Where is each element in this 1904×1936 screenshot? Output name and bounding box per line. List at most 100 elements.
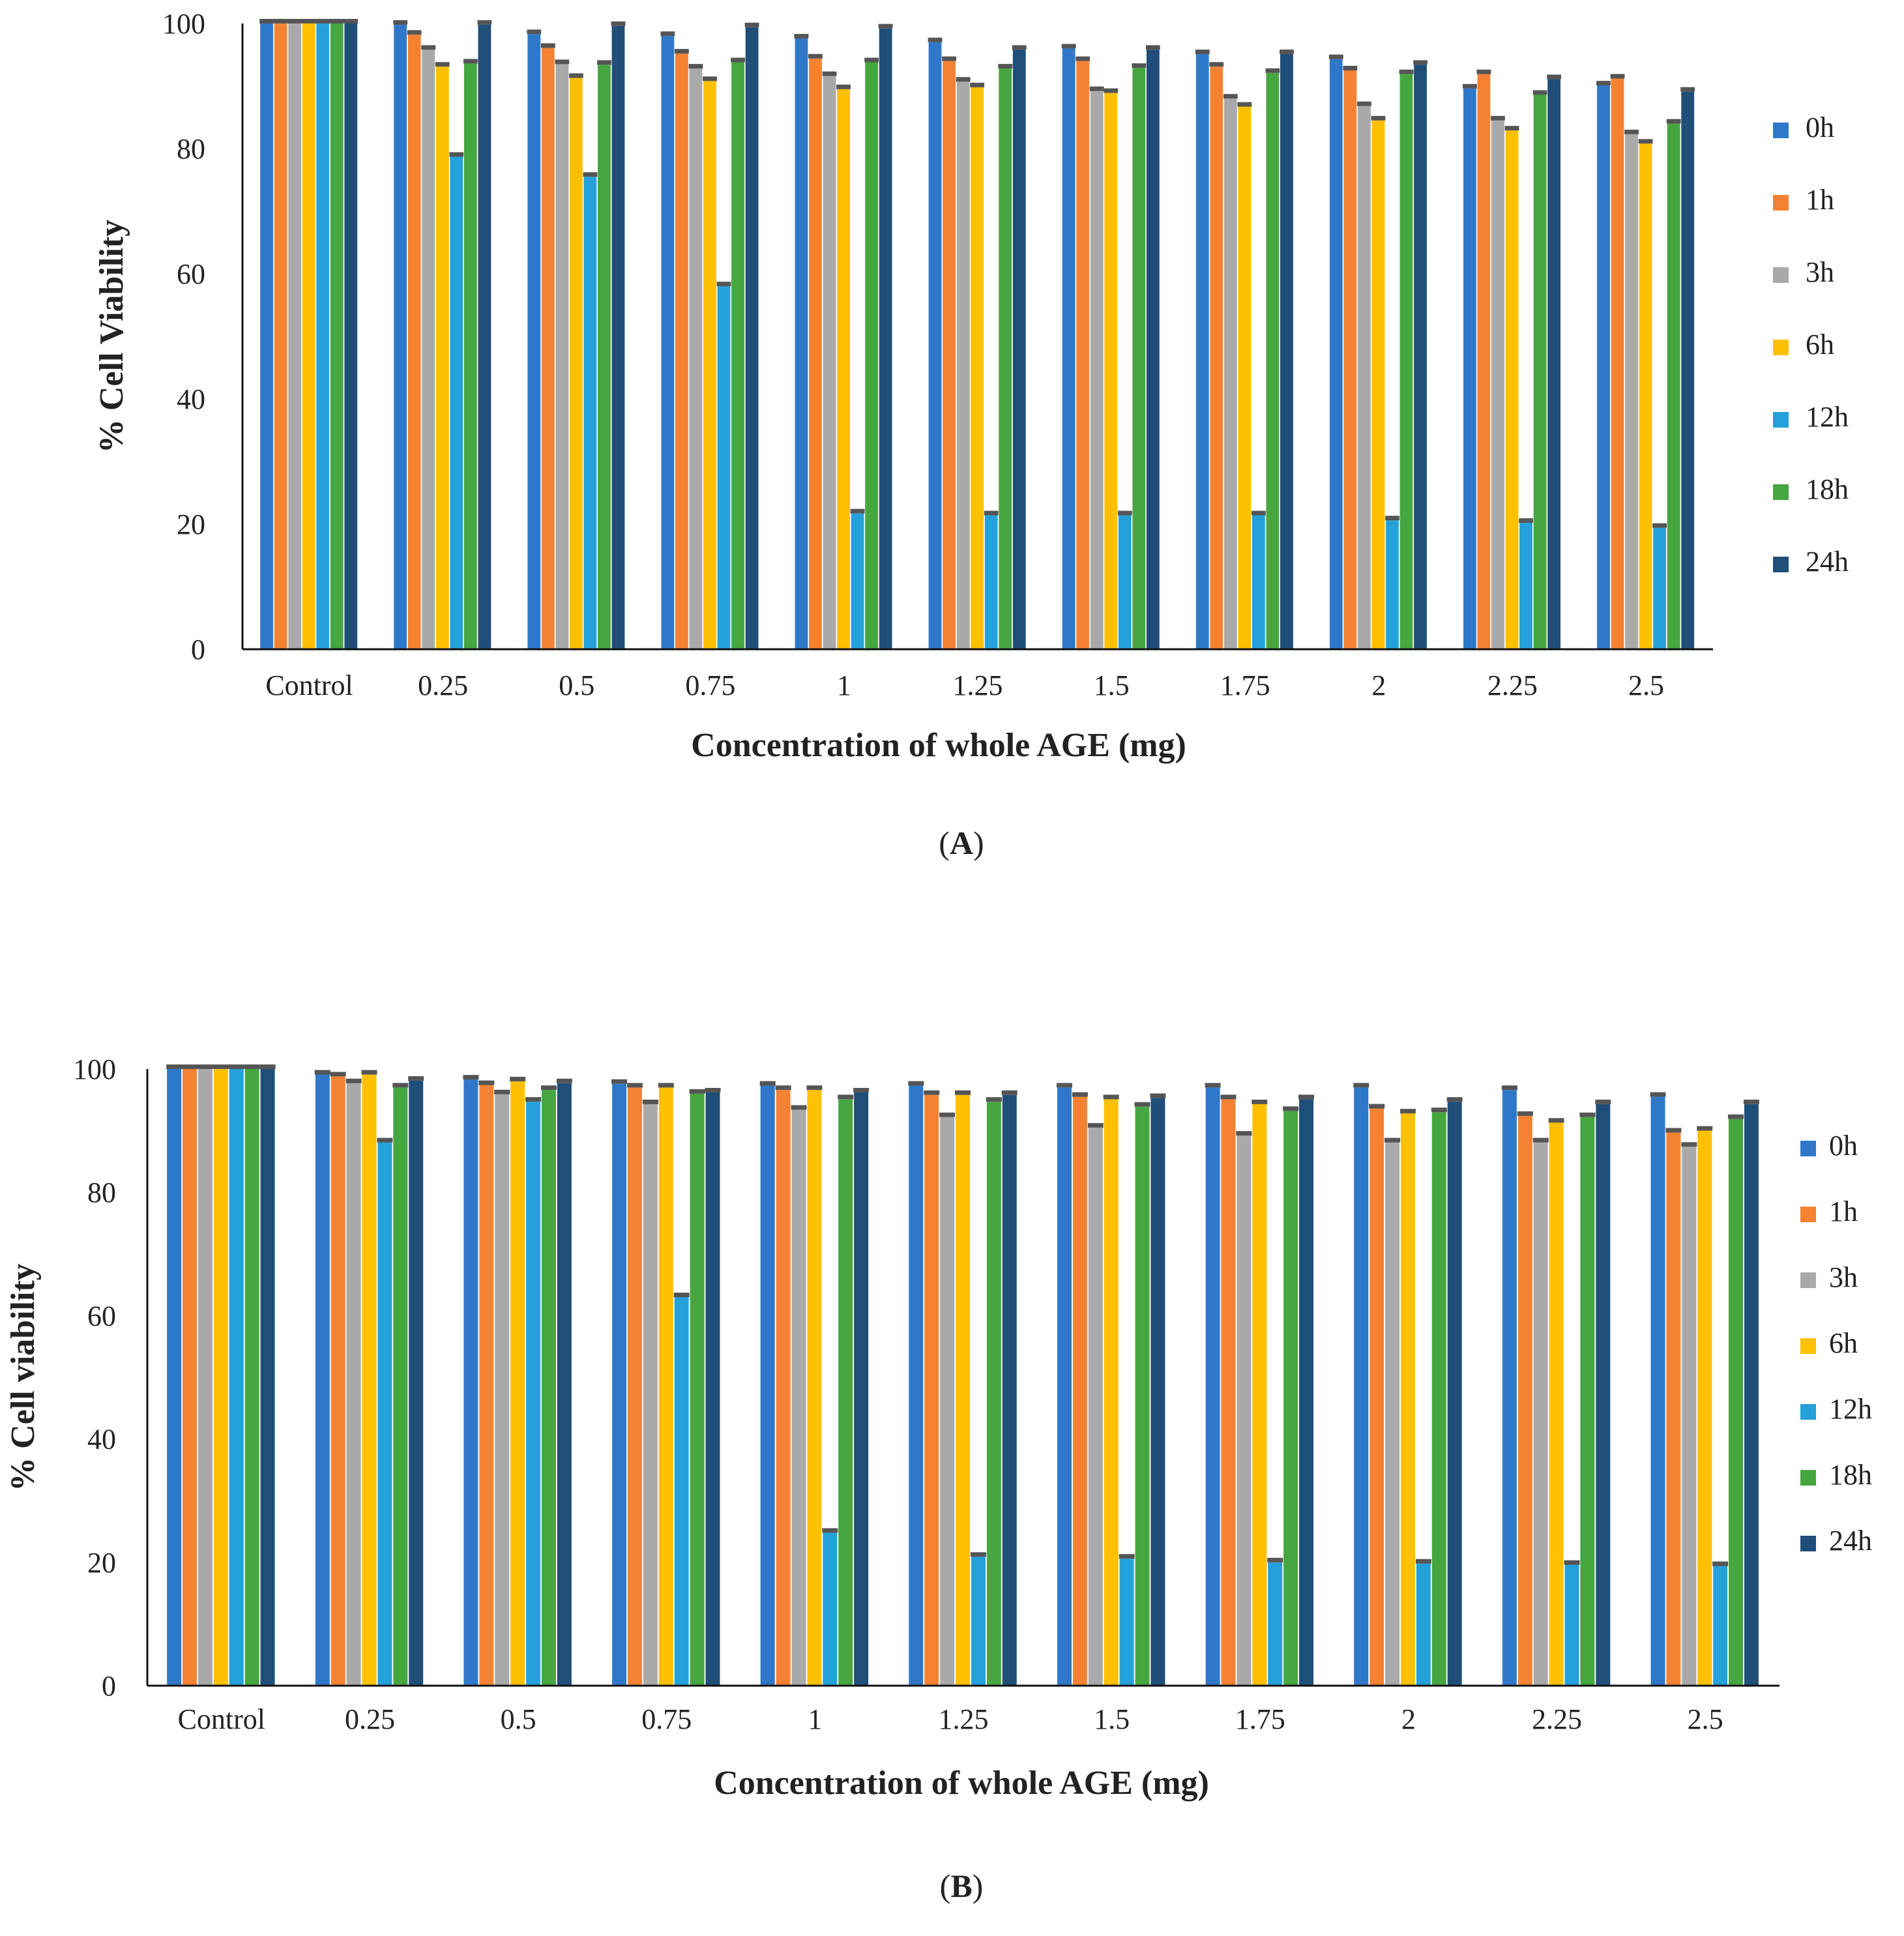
bar-18h-1 [838,1099,853,1686]
x-tick-label: 1.75 [1235,1703,1285,1735]
x-tick-label: 1 [837,669,851,701]
bar-1h-2.5 [1611,78,1624,650]
error-bar-cap [1517,1111,1533,1116]
error-bar-cap [1399,1109,1416,1114]
legend-swatch-18h [1800,1470,1816,1486]
error-bar-cap [361,1070,377,1075]
error-bar-cap [998,64,1013,69]
bar-3h-2.25 [1491,120,1504,650]
error-bar-cap [555,59,570,65]
bar-12h-0.75 [717,286,731,649]
bar-12h-1.25 [984,515,998,649]
bar-0h-1.5 [1057,1087,1072,1686]
error-bar-cap [1209,62,1224,67]
bar-24h-Control [344,23,358,649]
error-bar-cap [1446,1097,1463,1102]
error-bar-cap [1223,94,1238,99]
bar-3h-1.75 [1223,98,1237,649]
bar-12h-Control [229,1069,244,1686]
error-bar-cap [345,1078,362,1083]
bar-1h-2.5 [1666,1132,1681,1686]
bar-0h-1 [795,38,808,650]
error-bar-cap [1061,44,1076,49]
legend-swatch-6h [1773,340,1789,355]
error-bar-cap [1236,1131,1252,1136]
bar-3h-Control [288,23,302,649]
x-tick-label: 1.5 [1094,669,1130,701]
x-tick-label: 0.75 [685,669,735,701]
bar-1h-1 [776,1090,791,1686]
bar-6h-2 [1400,1113,1415,1686]
bar-3h-1.25 [940,1117,955,1686]
bar-18h-1.25 [999,68,1012,650]
error-bar-cap [259,19,274,23]
bar-24h-1.5 [1146,50,1160,649]
bar-6h-1.75 [1238,106,1252,649]
bar-12h-2.25 [1564,1564,1579,1686]
bar-6h-Control [302,23,315,649]
error-bar-cap [1665,1128,1682,1133]
error-bar-cap [791,1105,807,1110]
error-bar-cap [377,1137,393,1143]
bar-12h-1 [823,1533,838,1686]
bar-1h-1.25 [943,61,956,650]
legend-swatch-24h [1773,557,1789,572]
x-tick-label: 1.5 [1094,1703,1130,1735]
error-bar-cap [449,152,464,157]
x-tick-label: 0.5 [501,1703,536,1735]
bar-6h-0.5 [569,78,583,649]
error-bar-cap [716,282,731,287]
error-bar-cap [1134,1102,1150,1107]
x-tick-label: Control [178,1703,265,1735]
bar-0h-0.75 [612,1083,627,1686]
error-bar-cap [392,1083,409,1088]
error-bar-cap [794,34,809,39]
bar-1h-2 [1369,1108,1384,1686]
error-bar-cap [527,29,542,35]
error-bar-cap [1476,69,1491,74]
x-axis-title: Concentration of whole AGE (mg) [691,727,1186,764]
error-bar-cap [273,19,288,23]
error-bar-cap [1504,126,1519,131]
error-bar-cap [775,1085,791,1091]
bar-12h-2 [1386,520,1399,649]
bar-6h-1.25 [971,87,984,650]
x-tick-label: 1 [808,1703,822,1735]
x-tick-label: 2.5 [1688,1703,1723,1735]
y-tick-label: 80 [177,133,205,165]
bar-3h-2.5 [1682,1147,1697,1686]
error-bar-cap [1356,101,1371,106]
legend-label-24h: 24h [1806,546,1849,578]
error-bar-cap [407,30,422,35]
bar-1h-1.75 [1210,66,1223,650]
error-bar-cap [1532,1137,1549,1143]
error-bar-cap [1548,1118,1564,1123]
error-bar-cap [1431,1107,1447,1113]
bar-1h-0.5 [541,48,555,649]
error-bar-cap [956,77,971,82]
bar-3h-1.5 [1090,91,1104,649]
x-tick-label: 2 [1401,1703,1416,1735]
error-bar-cap [510,1076,526,1081]
bar-18h-2 [1431,1112,1446,1686]
x-tick-label: 1.25 [939,1703,989,1735]
error-bar-cap [939,1112,956,1117]
error-bar-cap [1384,1137,1401,1143]
error-bar-cap [1056,1083,1072,1088]
y-tick-label: 40 [177,383,205,415]
error-bar-cap [1012,45,1027,50]
error-bar-cap [1547,74,1562,80]
bar-24h-2 [1414,65,1427,650]
error-bar-cap [1252,1099,1268,1104]
error-bar-cap [850,508,865,514]
error-bar-cap [1103,1094,1119,1100]
error-bar-cap [986,1097,1002,1102]
bar-3h-1.75 [1237,1136,1252,1686]
bar-12h-0.5 [583,177,597,649]
x-tick-label: 0.5 [559,669,594,701]
chart-panel-b: 0 20 40 60 80 100 Control 0.25 0.5 0.75 1 1.25 1.5 1.… [5,1053,1872,1904]
legend-label-3h: 3h [1806,256,1834,288]
bar-24h-0.25 [478,24,491,650]
bar-12h-1.25 [971,1557,986,1686]
